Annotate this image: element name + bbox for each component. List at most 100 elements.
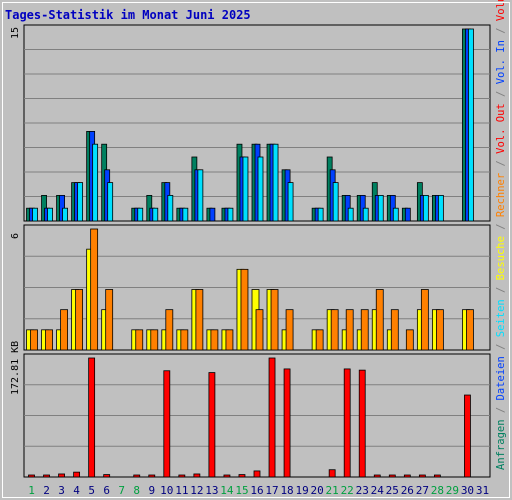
- legend-item: Anfragen: [495, 419, 507, 470]
- bar-hits-files-pages-seiten-3: [62, 207, 68, 222]
- x-tick-label: 26: [401, 484, 414, 497]
- bar-volume-volumen-10: [163, 370, 171, 478]
- bar-visits-sites-rechner-1: [30, 329, 38, 351]
- bar-volume-volumen-24: [373, 474, 381, 478]
- bar-visits-sites-rechner-9: [150, 329, 159, 351]
- bar-volume-volumen-21: [328, 469, 336, 478]
- bar-visits-sites-rechner-25: [390, 309, 399, 351]
- bar-hits-files-pages-seiten-24: [377, 194, 384, 222]
- legend-item: Vol. Out: [495, 103, 507, 154]
- legend-item: /: [495, 217, 507, 236]
- bar-volume-volumen-16: [253, 470, 261, 478]
- bar-hits-files-pages-seiten-4: [77, 182, 84, 222]
- bar-hits-files-pages-seiten-14: [227, 207, 234, 222]
- bar-hits-files-pages-seiten-8: [137, 207, 144, 222]
- x-tick-label: 29: [446, 484, 459, 497]
- x-tick-label: 16: [250, 484, 263, 497]
- bar-volume-volumen-23: [358, 369, 366, 478]
- bar-visits-sites-rechner-12: [195, 289, 204, 351]
- bar-hits-files-pages-seiten-1: [32, 207, 38, 222]
- bar-volume-volumen-25: [388, 474, 396, 478]
- y-tick-label-hits-files-pages: 15: [10, 27, 21, 39]
- bar-visits-sites-rechner-3: [60, 309, 68, 351]
- x-tick-label: 4: [73, 484, 80, 497]
- bar-volume-volumen-14: [223, 474, 231, 478]
- bar-visits-sites-rechner-6: [105, 289, 114, 351]
- bar-volume-volumen-28: [433, 474, 441, 478]
- legend-item: Rechner: [495, 173, 507, 217]
- legend: Anfragen / Dateien / Seiten / Besuche / …: [495, 0, 507, 470]
- bar-volume-volumen-26: [403, 474, 411, 478]
- legend-item: /: [495, 337, 507, 356]
- x-tick-label: 21: [326, 484, 339, 497]
- legend-item: /: [495, 400, 507, 419]
- bar-visits-sites-rechner-27: [420, 289, 429, 351]
- bar-visits-sites-rechner-28: [435, 309, 444, 351]
- bar-visits-sites-rechner-30: [466, 309, 474, 351]
- bar-hits-files-pages-seiten-5: [92, 143, 99, 222]
- legend-item: Dateien: [495, 356, 507, 400]
- x-tick-label: 10: [160, 484, 173, 497]
- bar-hits-files-pages-seiten-2: [47, 207, 53, 222]
- x-tick-label: 11: [175, 484, 188, 497]
- bar-volume-volumen-5: [88, 357, 96, 478]
- bar-hits-files-pages-seiten-25: [392, 207, 399, 222]
- bar-hits-files-pages-seiten-18: [287, 182, 294, 222]
- bar-visits-sites-rechner-4: [75, 289, 84, 351]
- bar-visits-sites-rechner-13: [210, 329, 219, 351]
- x-tick-label: 14: [220, 484, 234, 497]
- bar-volume-volumen-1: [28, 474, 35, 478]
- bar-volume-volumen-4: [73, 471, 81, 478]
- bar-volume-volumen-22: [343, 368, 351, 478]
- bar-visits-sites-rechner-10: [165, 309, 174, 351]
- bar-volume-volumen-6: [103, 474, 111, 478]
- bar-hits-files-pages-seiten-20: [317, 207, 324, 222]
- legend-item: Volumen: [495, 0, 507, 21]
- x-tick-label: 2: [43, 484, 50, 497]
- bar-volume-volumen-12: [193, 473, 201, 478]
- bar-visits-sites-rechner-14: [225, 329, 234, 351]
- x-tick-label: 31: [476, 484, 489, 497]
- x-tick-label: 19: [295, 484, 308, 497]
- x-tick-label: 20: [311, 484, 324, 497]
- y-tick-label-volume: 172.81 KB: [10, 341, 21, 395]
- legend-item: /: [495, 280, 507, 299]
- bar-volume-volumen-11: [178, 474, 186, 478]
- bar-visits-sites-rechner-26: [405, 329, 414, 351]
- x-tick-label: 27: [416, 484, 429, 497]
- legend-item: Seiten: [495, 299, 507, 337]
- bar-hits-files-pages-seiten-15: [242, 156, 249, 222]
- bar-hits-files-pages-seiten-12: [197, 169, 204, 222]
- bar-visits-sites-rechner-11: [180, 329, 189, 351]
- x-tick-label: 12: [190, 484, 203, 497]
- bar-volume-volumen-15: [238, 474, 246, 478]
- legend-item: Vol. In: [495, 40, 507, 84]
- bar-volume-volumen-9: [148, 474, 156, 478]
- bar-volume-volumen-2: [43, 474, 50, 478]
- bar-visits-sites-rechner-16: [255, 309, 264, 351]
- x-tick-label: 23: [356, 484, 369, 497]
- bar-volume-volumen-13: [208, 372, 216, 478]
- bar-hits-files-pages-dateien-13: [209, 207, 216, 222]
- bar-visits-sites-rechner-17: [270, 289, 279, 351]
- x-tick-label: 28: [431, 484, 444, 497]
- bar-hits-files-pages-seiten-23: [362, 207, 369, 222]
- x-tick-label: 15: [235, 484, 248, 497]
- legend-item: /: [495, 84, 507, 103]
- bar-hits-files-pages-seiten-11: [182, 207, 189, 222]
- bar-visits-sites-rechner-18: [285, 309, 294, 351]
- legend-item: Besuche: [495, 236, 507, 280]
- x-tick-label: 7: [118, 484, 125, 497]
- bar-hits-files-pages-seiten-17: [272, 143, 279, 222]
- bar-visits-sites-rechner-23: [360, 309, 369, 351]
- bar-visits-sites-rechner-21: [330, 309, 339, 351]
- x-tick-label: 25: [386, 484, 399, 497]
- bar-hits-files-pages-seiten-16: [257, 156, 264, 222]
- bar-visits-sites-rechner-24: [375, 289, 384, 351]
- bar-hits-files-pages-seiten-28: [437, 194, 444, 222]
- bar-visits-sites-rechner-20: [315, 329, 324, 351]
- bar-hits-files-pages-dateien-26: [404, 207, 411, 222]
- bar-hits-files-pages-seiten-10: [167, 194, 174, 222]
